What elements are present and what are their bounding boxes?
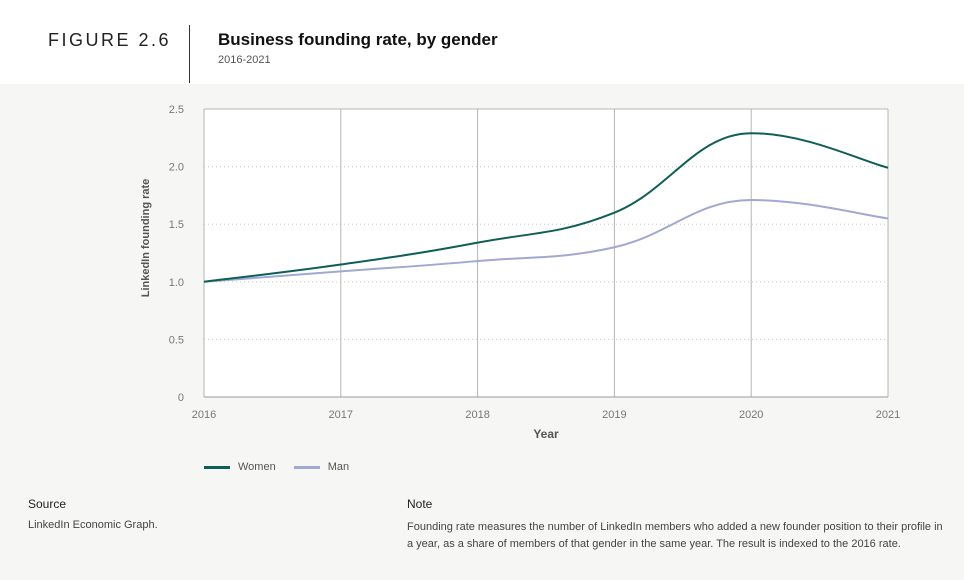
figure-header: FIGURE 2.6 Business founding rate, by ge… [0,0,964,84]
source-heading: Source [28,497,67,511]
y-tick-label: 2.5 [169,104,184,116]
legend-item-women: Women [204,461,276,473]
legend-swatch-man [293,465,320,469]
y-tick-label: 1.0 [169,277,184,289]
header-divider [189,25,190,83]
line-chart: 0 0.5 1.0 1.5 2.0 2.5 2016 2017 2018 2019 2020 2021… [140,104,900,441]
y-tick-label: 0.5 [169,334,184,346]
x-tick-label: 2019 [602,409,626,421]
series-line-women [203,132,889,283]
x-tick-label: 2018 [465,409,489,421]
y-tick-label: 0 [178,392,184,404]
source-text: LinkedIn Economic Graph. [28,519,158,531]
note-text: Founding rate measures the number of Lin… [407,521,943,550]
note-heading: Note [407,497,433,511]
x-tick-label: 2020 [739,409,763,421]
x-tick-label: 2021 [876,409,900,421]
chart-subtitle: 2016-2021 [218,54,271,66]
legend-label-man: Man [327,461,350,473]
legend-label-women: Women [238,461,276,473]
chart-legend: Women Man [204,461,367,473]
y-tick-label: 2.0 [169,162,184,174]
x-tick-label: 2017 [329,409,353,421]
x-axis-label: Year [533,427,559,441]
series-line-man [203,199,889,283]
y-tick-label: 1.5 [169,219,184,231]
x-tick-label: 2016 [192,409,216,421]
figure-label: FIGURE 2.6 [48,30,172,50]
y-axis-label: LinkedIn founding rate [140,179,152,298]
chart-title: Business founding rate, by gender [218,30,498,49]
legend-item-man: Man [293,461,350,473]
plot-area [204,109,888,397]
legend-swatch-women [204,465,230,469]
